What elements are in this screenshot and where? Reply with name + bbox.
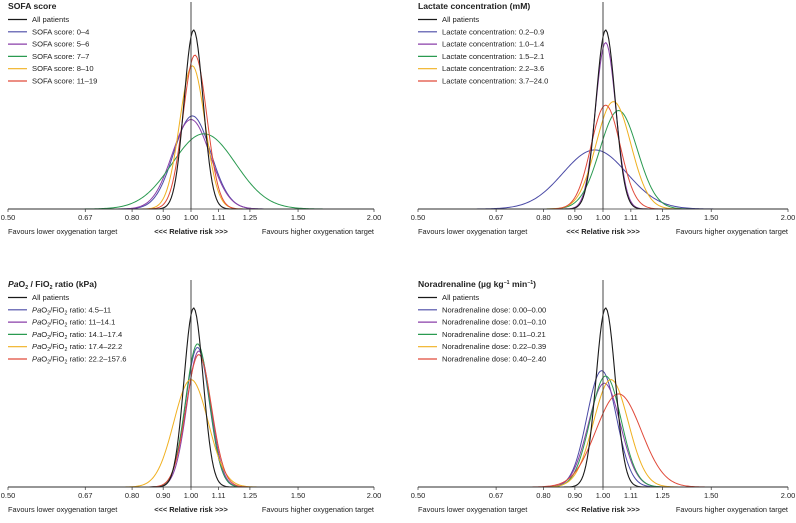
x-tick-label: 0.50: [1, 491, 15, 500]
x-tick-label: 1.25: [655, 491, 669, 500]
x-tick-label: 2.00: [367, 491, 381, 500]
x-tick-label: 0.67: [489, 491, 503, 500]
x-axis-ticks: 0.50 0.67 0.80 0.90 1.00 1.11 1.25 1.50 2.00: [411, 209, 795, 222]
panel-title: SOFA score: [8, 1, 57, 11]
x-tick-label: 1.50: [291, 213, 305, 222]
legend-entry: SOFA score: 0–4: [32, 27, 89, 36]
x-tick-label: 0.67: [78, 491, 92, 500]
legend: All patients Noradrenaline dose: 0.00–0.0…: [418, 293, 546, 364]
panel-lactate: Lactate concentration (mM) All patients L…: [411, 1, 795, 236]
legend-entry: PaO2/FiO2 ratio: 11–14.1: [32, 318, 115, 329]
x-tick-label: 0.50: [411, 213, 425, 222]
x-tick-label: 0.80: [125, 213, 139, 222]
legend-entry: Noradrenaline dose: 0.40–2.40: [442, 355, 546, 364]
xlabel-left: Favours lower oxygenation target: [418, 505, 527, 514]
xlabel-left: Favours lower oxygenation target: [8, 227, 117, 236]
x-tick-label: 2.00: [781, 213, 795, 222]
x-tick-label: 0.90: [568, 213, 582, 222]
x-tick-label: 0.80: [125, 491, 139, 500]
legend-entry: Noradrenaline dose: 0.22–0.39: [442, 342, 546, 351]
legend-entry: All patients: [32, 293, 69, 302]
legend-entry: Lactate concentration: 1.0–1.4: [442, 40, 544, 49]
x-tick-label: 0.90: [156, 491, 170, 500]
legend: All patients Lactate concentration: 0.2–0…: [418, 15, 548, 86]
x-tick-label: 2.00: [367, 213, 381, 222]
legend-entry: All patients: [442, 15, 479, 24]
x-tick-label: 1.00: [184, 213, 198, 222]
xlabel-right: Favours higher oxygenation target: [676, 227, 788, 236]
x-tick-label: 1.25: [243, 213, 257, 222]
legend-entry: PaO2/FiO2 ratio: 4.5–11: [32, 305, 111, 316]
panel-title: Noradrenaline (µg kg−1 min−1): [418, 279, 536, 289]
x-tick-label: 0.67: [489, 213, 503, 222]
x-tick-label: 1.25: [655, 213, 669, 222]
x-tick-label: 1.11: [624, 213, 638, 222]
x-axis-ticks: 0.50 0.67 0.80 0.90 1.00 1.11 1.25 1.50 2.00: [1, 209, 381, 222]
x-tick-label: 0.50: [411, 491, 425, 500]
x-tick-label: 1.50: [291, 491, 305, 500]
legend-entry: Lactate concentration: 1.5–2.1: [442, 52, 544, 61]
legend-entry: Lactate concentration: 0.2–0.9: [442, 27, 544, 36]
x-tick-label: 1.50: [704, 213, 718, 222]
x-tick-label: 1.00: [596, 491, 610, 500]
xlabel-right: Favours higher oxygenation target: [262, 227, 374, 236]
legend: All patients SOFA score: 0–4 SOFA score: 5…: [8, 15, 97, 86]
legend-entry: Noradrenaline dose: 0.11–0.21: [442, 330, 546, 339]
legend-entry: PaO2/FiO2 ratio: 14.1–17.4: [32, 330, 122, 341]
x-tick-label: 0.80: [536, 491, 550, 500]
x-tick-label: 1.11: [212, 491, 226, 500]
x-tick-label: 0.90: [156, 213, 170, 222]
panel-noradrenaline: Noradrenaline (µg kg−1 min−1) All patien…: [411, 279, 795, 514]
panel-pao2-fio2: PaO2 / FiO2 ratio (kPa) All patients PaO2…: [1, 279, 381, 514]
legend-entry: PaO2/FiO2 ratio: 17.4–22.2: [32, 342, 122, 353]
x-tick-label: 1.11: [624, 491, 638, 500]
legend-entry: All patients: [442, 293, 479, 302]
x-tick-label: 1.00: [596, 213, 610, 222]
xlabel-center: <<< Relative risk >>>: [154, 505, 228, 514]
panel-title: Lactate concentration (mM): [418, 1, 530, 11]
x-tick-label: 2.00: [781, 491, 795, 500]
xlabel-center: <<< Relative risk >>>: [154, 227, 228, 236]
legend-entry: All patients: [32, 15, 69, 24]
legend-entry: SOFA score: 8–10: [32, 64, 94, 73]
legend: All patients PaO2/FiO2 ratio: 4.5–11 PaO2/…: [8, 293, 126, 366]
legend-entry: SOFA score: 11–19: [32, 77, 97, 86]
xlabel-left: Favours lower oxygenation target: [8, 505, 117, 514]
x-axis-ticks: 0.50 0.67 0.80 0.90 1.00 1.11 1.25 1.50 2.00: [1, 487, 381, 500]
legend-entry: SOFA score: 7–7: [32, 52, 89, 61]
x-axis-ticks: 0.50 0.67 0.80 0.90 1.00 1.11 1.25 1.50 2.00: [411, 487, 795, 500]
xlabel-center: <<< Relative risk >>>: [566, 227, 640, 236]
legend-entry: Noradrenaline dose: 0.01–0.10: [442, 318, 546, 327]
x-tick-label: 1.11: [212, 213, 226, 222]
legend-entry: PaO2/FiO2 ratio: 22.2–157.6: [32, 355, 126, 366]
legend-entry: Lactate concentration: 3.7–24.0: [442, 77, 548, 86]
xlabel-left: Favours lower oxygenation target: [418, 227, 527, 236]
x-tick-label: 1.50: [704, 491, 718, 500]
x-tick-label: 0.50: [1, 213, 15, 222]
x-tick-label: 0.67: [78, 213, 92, 222]
legend-entry: Lactate concentration: 2.2–3.6: [442, 64, 544, 73]
legend-entry: Noradrenaline dose: 0.00–0.00: [442, 305, 546, 314]
xlabel-right: Favours higher oxygenation target: [676, 505, 788, 514]
panel-sofa-score: SOFA score All patients SOFA score: 0–4 SO…: [1, 1, 381, 236]
xlabel-right: Favours higher oxygenation target: [262, 505, 374, 514]
panel-title: PaO2 / FiO2 ratio (kPa): [8, 279, 97, 291]
legend-entry: SOFA score: 5–6: [32, 40, 89, 49]
x-tick-label: 0.90: [568, 491, 582, 500]
xlabel-center: <<< Relative risk >>>: [566, 505, 640, 514]
x-tick-label: 1.25: [243, 491, 257, 500]
x-tick-label: 1.00: [184, 491, 198, 500]
x-tick-label: 0.80: [536, 213, 550, 222]
